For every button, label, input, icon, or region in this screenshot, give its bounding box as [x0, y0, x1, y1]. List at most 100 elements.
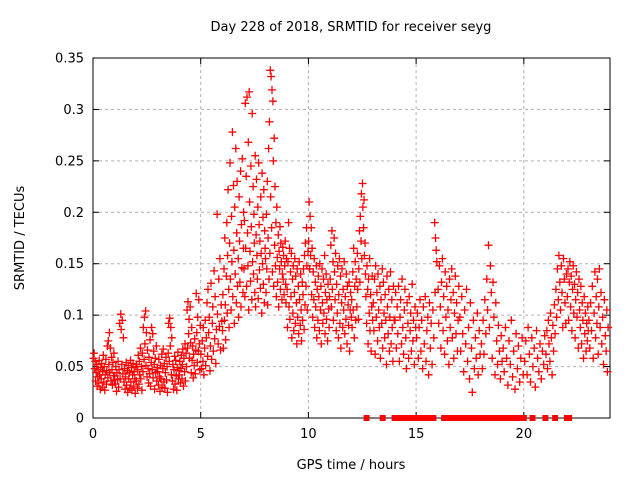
- data-point: [295, 257, 304, 266]
- zero-marker: [473, 415, 480, 421]
- data-point: [422, 357, 430, 366]
- data-point: [573, 288, 582, 297]
- data-point: [233, 177, 242, 186]
- data-point: [449, 354, 458, 363]
- data-point: [290, 288, 299, 297]
- data-point: [486, 261, 495, 270]
- data-point: [318, 264, 326, 273]
- data-point: [245, 198, 254, 206]
- zero-marker: [379, 415, 386, 421]
- data-point: [275, 264, 284, 273]
- data-point: [379, 278, 388, 287]
- data-point: [406, 326, 415, 335]
- data-points: [89, 66, 613, 398]
- data-point: [334, 333, 343, 342]
- data-point: [369, 298, 378, 307]
- data-point: [407, 347, 416, 356]
- data-point: [530, 344, 539, 353]
- data-point: [336, 272, 345, 281]
- data-point: [563, 292, 572, 301]
- data-point: [343, 282, 352, 291]
- data-point: [348, 267, 357, 276]
- data-point: [383, 302, 392, 311]
- data-point: [415, 323, 424, 332]
- data-point: [156, 387, 164, 396]
- data-point: [554, 295, 563, 304]
- data-point: [112, 387, 121, 396]
- y-tick-labels: 0 0.05 0.1 0.15 0.2 0.25 0.3 0.35: [55, 52, 84, 427]
- data-point: [527, 333, 536, 342]
- data-point: [575, 275, 583, 284]
- data-point: [162, 353, 170, 362]
- data-point: [478, 364, 487, 373]
- data-point: [318, 298, 327, 307]
- data-point: [525, 350, 534, 359]
- data-point: [144, 364, 153, 373]
- data-point: [570, 280, 579, 289]
- data-point: [213, 310, 222, 319]
- x-tick-label: 20: [516, 427, 533, 442]
- data-point: [183, 344, 192, 353]
- data-point: [225, 323, 234, 332]
- data-point: [329, 257, 337, 266]
- data-point: [557, 261, 566, 270]
- data-point: [334, 290, 343, 299]
- data-point: [194, 295, 203, 304]
- data-point: [600, 295, 609, 304]
- data-point: [398, 323, 407, 332]
- data-point: [234, 313, 243, 322]
- data-point: [310, 254, 319, 263]
- data-point: [410, 360, 419, 369]
- data-point: [352, 302, 361, 311]
- zero-marker: [520, 415, 527, 421]
- data-point: [348, 323, 357, 332]
- data-point: [213, 210, 222, 219]
- data-point: [106, 377, 115, 385]
- data-point: [393, 302, 402, 311]
- data-point: [168, 360, 177, 369]
- data-point: [251, 151, 260, 160]
- data-point: [187, 323, 196, 332]
- data-point: [413, 309, 422, 318]
- data-point: [376, 354, 385, 363]
- data-point: [447, 264, 456, 273]
- y-tick-label: 0.3: [63, 103, 84, 118]
- data-point: [202, 333, 211, 342]
- data-point: [193, 313, 202, 322]
- data-point: [487, 288, 496, 297]
- data-point: [274, 230, 283, 239]
- data-point: [227, 257, 236, 266]
- data-point: [397, 339, 406, 348]
- data-point: [234, 254, 243, 263]
- data-point: [385, 313, 394, 322]
- data-point: [331, 249, 340, 258]
- data-point: [335, 319, 344, 328]
- data-point: [594, 302, 603, 311]
- data-point: [256, 284, 265, 293]
- data-point: [346, 288, 355, 297]
- data-point: [214, 339, 223, 348]
- data-point: [201, 316, 210, 325]
- data-point: [286, 267, 295, 276]
- data-point: [469, 316, 478, 325]
- zero-marker: [395, 415, 402, 421]
- data-point: [268, 85, 276, 94]
- data-point: [494, 321, 503, 330]
- data-point: [258, 259, 267, 268]
- data-point: [151, 354, 160, 363]
- data-point: [277, 257, 286, 266]
- data-point: [326, 241, 335, 250]
- data-point: [394, 282, 403, 291]
- data-point: [459, 367, 468, 376]
- data-point: [145, 369, 154, 378]
- data-point: [546, 309, 555, 318]
- data-point: [363, 261, 371, 270]
- data-point: [457, 292, 466, 301]
- data-point: [460, 306, 469, 314]
- data-point: [467, 344, 476, 353]
- data-point: [405, 292, 414, 301]
- data-point: [465, 374, 474, 383]
- data-point: [226, 158, 234, 167]
- data-point: [531, 383, 540, 392]
- data-point: [269, 156, 278, 165]
